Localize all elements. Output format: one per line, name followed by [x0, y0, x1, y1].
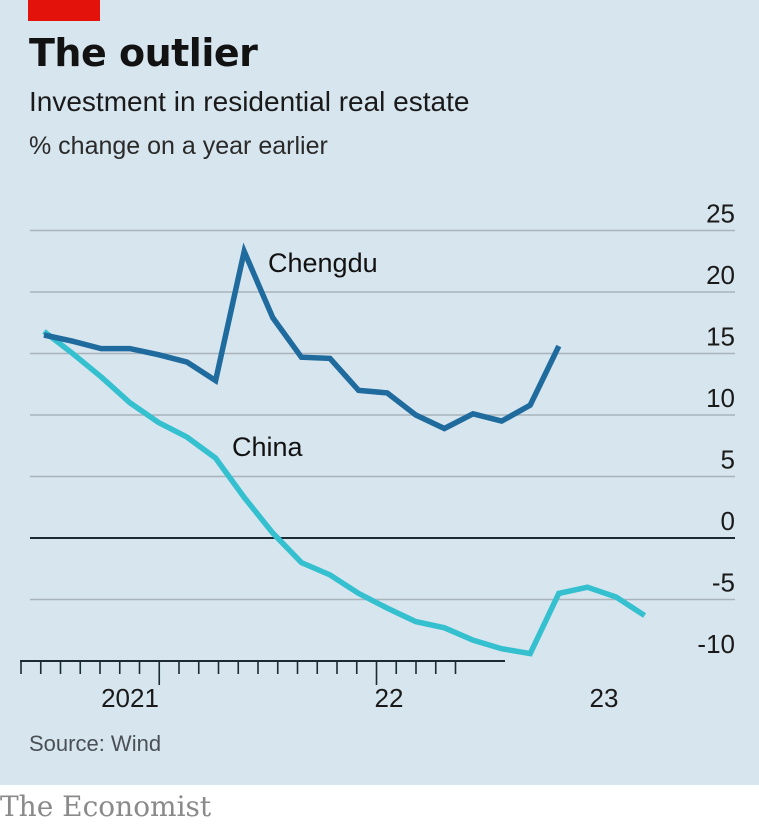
y-tick-label: 15: [706, 322, 735, 352]
brand-logo: The Economist: [0, 790, 212, 823]
y-tick-label: 10: [706, 383, 735, 413]
x-tick-label: 23: [590, 683, 619, 713]
y-tick-label: -10: [697, 629, 735, 659]
red-tag: [28, 0, 100, 21]
y-tick-label: 0: [721, 506, 735, 536]
chart-title: The outlier: [29, 31, 258, 75]
series-label-chengdu: Chengdu: [268, 248, 378, 278]
y-tick-label: 20: [706, 260, 735, 290]
chart-subtitle: Investment in residential real estate: [29, 86, 470, 117]
x-tick-label: 2021: [101, 683, 159, 713]
y-tick-label: 5: [721, 445, 735, 475]
x-tick-label: 22: [375, 683, 404, 713]
series-line-china: [42, 329, 647, 657]
y-tick-label: 25: [706, 199, 735, 229]
y-tick-label: -5: [712, 568, 735, 598]
chart-units: % change on a year earlier: [29, 132, 328, 160]
series-label-china: China: [232, 432, 304, 462]
series-line-chengdu: [43, 242, 562, 432]
source-note: Source: Wind: [29, 731, 162, 756]
